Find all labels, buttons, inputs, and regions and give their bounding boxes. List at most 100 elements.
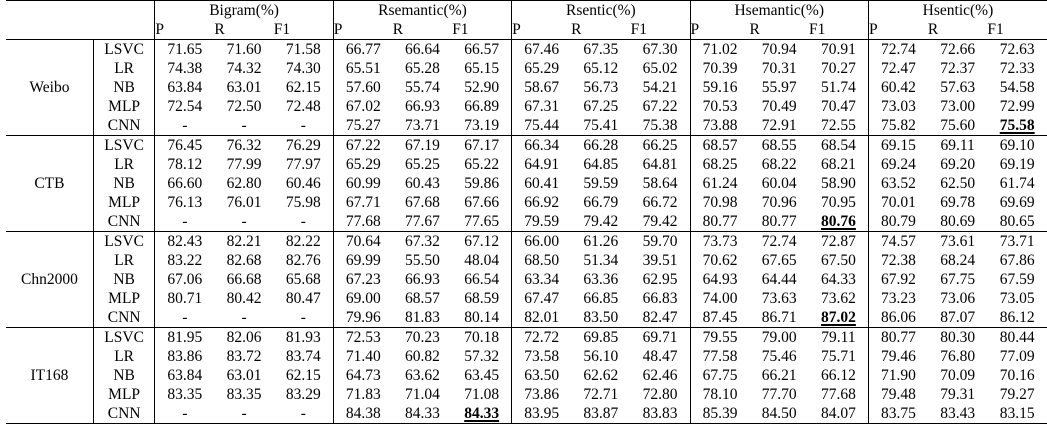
value-cell: 48.47: [630, 347, 691, 366]
value-cell: 75.46: [761, 348, 797, 365]
value-cell: 64.93: [702, 271, 738, 288]
value-cell: 77.68: [345, 213, 381, 230]
value-cell: 67.71: [345, 194, 381, 211]
value-cell: 66.34: [511, 135, 572, 155]
value-cell: 72.38: [880, 252, 916, 269]
value-cell: 75.60: [940, 117, 976, 134]
value-cell: 64.85: [583, 156, 619, 173]
value-cell: 73.62: [808, 289, 869, 308]
value-cell: 72.50: [226, 98, 262, 115]
value-cell: 64.91: [524, 156, 560, 173]
table-row: CNN - - -77.68 77.67 77.65 79.59 79.42 79.42 80.7…: [6, 212, 1047, 232]
value-cell: 65.12: [583, 60, 619, 77]
table-row: NB 63.84 63.01 62.15 57.60 55.74 52.90 58.67 56.…: [6, 78, 1047, 97]
value-cell: 65.28: [405, 60, 440, 77]
value-cell: 83.87: [571, 404, 631, 424]
value-cell: -: [273, 212, 334, 232]
value-cell: 60.42: [880, 79, 916, 96]
model-label: MLP: [92, 289, 156, 308]
value-cell: 72.66: [927, 39, 988, 59]
value-cell: 66.12: [808, 366, 869, 385]
value-cell: 67.06: [167, 271, 203, 288]
value-cell: 83.50: [583, 309, 619, 326]
value-cell: 67.46: [511, 39, 572, 59]
value-cell: 76.13: [167, 194, 203, 211]
value-cell: 67.92: [880, 271, 916, 288]
value-cell: 79.27: [999, 386, 1035, 403]
value-cell: 61.74: [999, 175, 1035, 192]
value-cell: 65.25: [405, 156, 440, 173]
header-metric-cell: F1: [452, 20, 513, 40]
value-cell: 63.01: [226, 367, 262, 384]
header-metric-cell: P: [155, 21, 164, 38]
value-cell: 75.27: [345, 117, 381, 134]
model-label: LR: [92, 251, 156, 270]
header-metric-cell: P: [868, 21, 878, 38]
header-group-cell: Bigram(%): [154, 0, 334, 20]
table-row: Weibo LSVC 71.65 71.60 71.58 66.77 66.64 66.57 6…: [6, 39, 1047, 136]
value-cell: 66.93: [405, 98, 440, 115]
value-cell: 73.05: [999, 290, 1035, 307]
value-cell: 59.86: [452, 174, 513, 193]
value-cell: 73.03: [880, 98, 916, 115]
value-cell: 73.19: [452, 116, 513, 136]
value-cell: 62.80: [226, 175, 262, 192]
value-cell: 73.71: [987, 231, 1047, 251]
value-cell: 73.06: [940, 290, 976, 307]
best-value-cell: 75.58: [987, 116, 1047, 136]
value-cell: 79.55: [690, 327, 750, 347]
value-cell: 63.84: [167, 79, 203, 96]
value-cell: 56.73: [583, 79, 619, 96]
value-cell: 66.72: [630, 193, 691, 212]
value-cell: 75.98: [273, 193, 334, 212]
value-cell: 68.21: [808, 155, 869, 174]
value-cell: 55.97: [761, 79, 797, 96]
header-group-cell: Hsemantic(%): [690, 0, 869, 20]
value-cell: 77.97: [273, 155, 334, 174]
value-cell: 66.83: [630, 289, 691, 308]
model-label: LSVC: [92, 231, 156, 251]
value-cell: 63.01: [226, 79, 262, 96]
value-cell: 66.54: [452, 270, 513, 289]
value-cell: 70.96: [761, 194, 797, 211]
value-cell: 67.32: [392, 231, 453, 251]
value-cell: 70.23: [392, 327, 453, 347]
value-cell: 77.58: [702, 348, 738, 365]
value-cell: 69.11: [927, 135, 988, 155]
value-cell: 68.55: [749, 135, 809, 155]
value-cell: 68.57: [690, 135, 750, 155]
value-cell: 82.68: [226, 252, 262, 269]
value-cell: 64.73: [345, 367, 381, 384]
value-cell: 72.72: [511, 327, 572, 347]
value-cell: 80.69: [940, 213, 976, 230]
value-cell: 80.77: [702, 213, 738, 230]
value-cell: 68.24: [940, 252, 976, 269]
value-cell: 72.37: [940, 60, 976, 77]
value-cell: 87.07: [940, 309, 976, 326]
dataset-label: IT168: [6, 327, 94, 424]
model-label: CNN: [92, 116, 156, 136]
value-cell: 62.15: [273, 78, 334, 97]
value-cell: 66.85: [583, 290, 619, 307]
value-cell: 70.31: [761, 60, 797, 77]
model-label: MLP: [92, 385, 156, 404]
value-cell: 72.91: [761, 117, 797, 134]
value-cell: 82.21: [214, 231, 274, 251]
table-row: IT168 LSVC 81.95 82.06 81.93 72.53 70.23 70.18 7…: [6, 327, 1047, 424]
value-cell: 84.07: [808, 404, 869, 424]
best-value-cell: 80.76: [808, 212, 869, 232]
table-row: MLP 76.13 76.01 75.98 67.71 67.68 67.66 66.92 66…: [6, 193, 1047, 212]
value-cell: 70.98: [702, 194, 738, 211]
header-metric-cell: R: [571, 21, 582, 38]
model-label: NB: [92, 366, 156, 385]
model-label: MLP: [92, 97, 156, 116]
table-row: MLP 72.54 72.50 72.48 67.02 66.93 66.89 67.31 67…: [6, 97, 1047, 116]
value-cell: 60.99: [345, 175, 381, 192]
value-cell: 66.60: [167, 175, 203, 192]
value-cell: 69.71: [630, 327, 691, 347]
model-label: CNN: [92, 308, 156, 328]
value-cell: 63.36: [583, 271, 619, 288]
value-cell: 79.96: [345, 309, 381, 326]
value-cell: 67.68: [405, 194, 440, 211]
value-cell: 80.77: [868, 327, 928, 347]
